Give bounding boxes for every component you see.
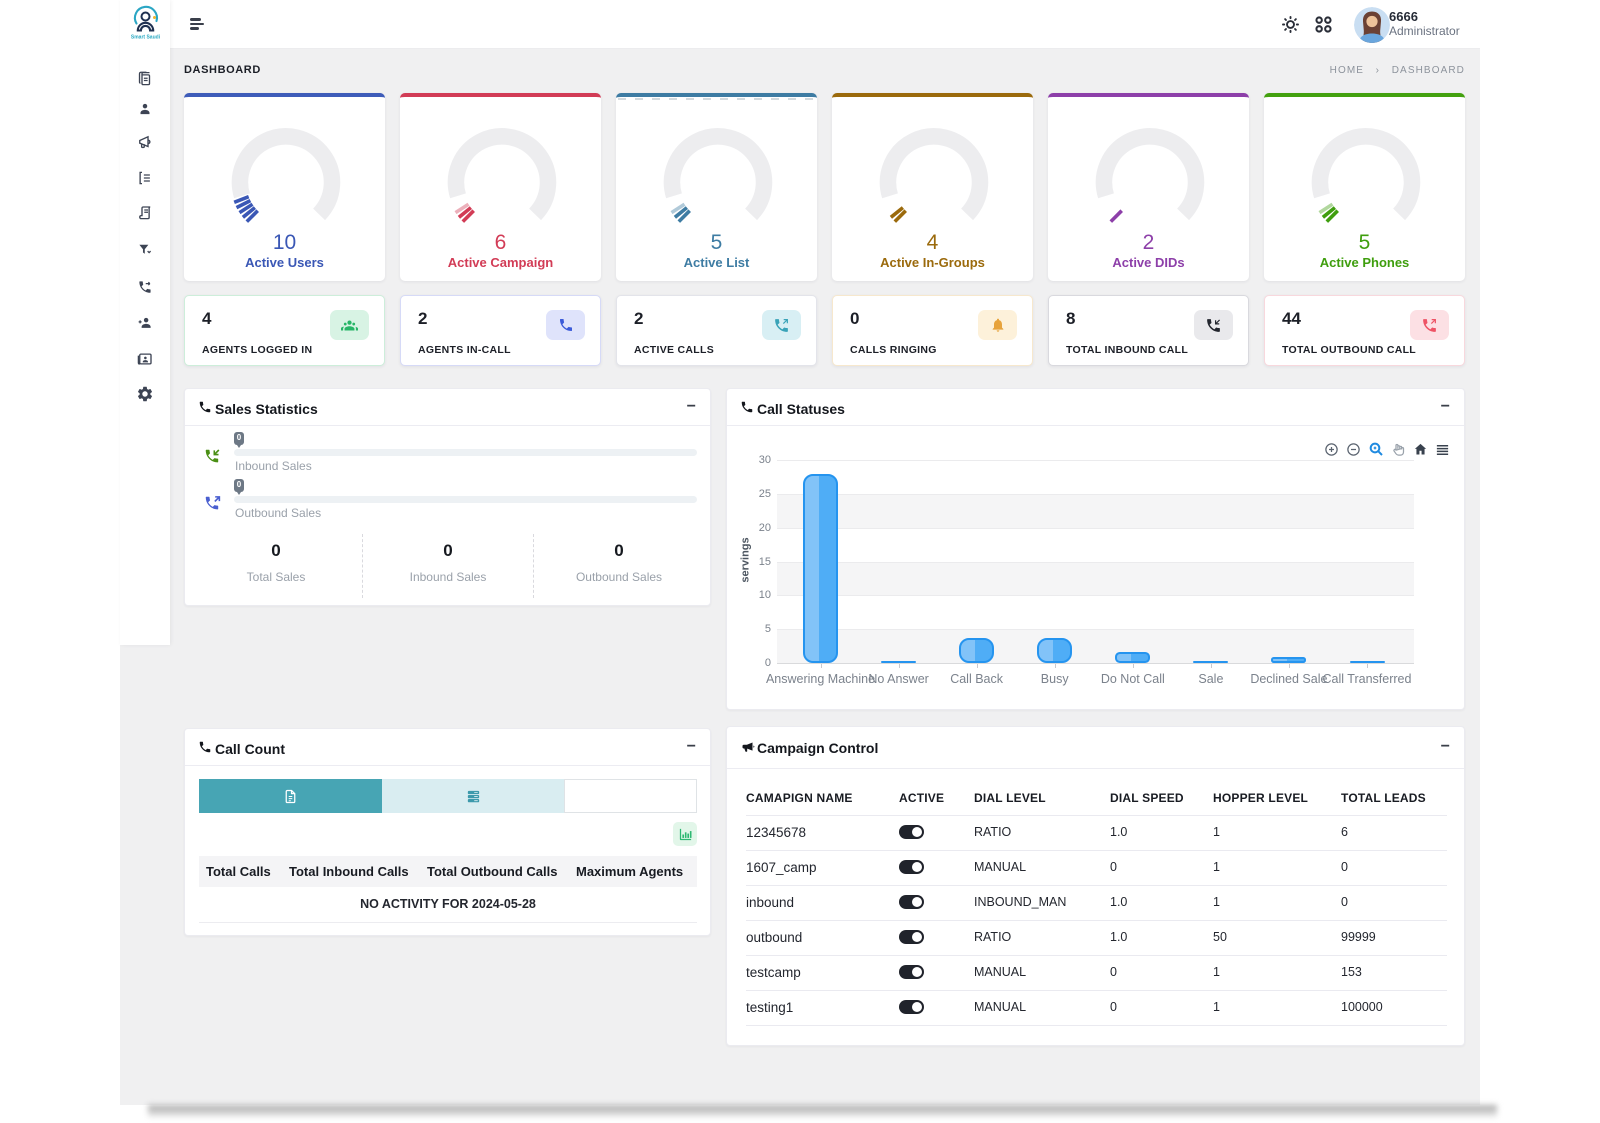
svg-text:Smart Saudi: Smart Saudi xyxy=(131,35,160,41)
